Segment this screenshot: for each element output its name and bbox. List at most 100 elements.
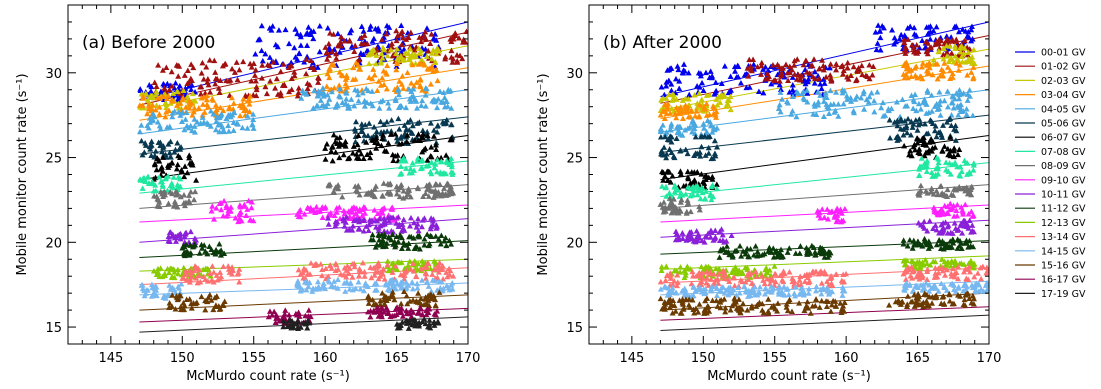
data-point xyxy=(384,310,391,316)
data-point xyxy=(938,256,945,262)
data-point xyxy=(839,292,846,298)
data-point xyxy=(349,227,356,233)
data-point xyxy=(706,91,713,98)
data-point xyxy=(744,65,751,71)
data-point xyxy=(911,98,918,105)
data-point xyxy=(414,105,421,111)
data-point xyxy=(410,219,417,226)
data-point xyxy=(145,102,152,108)
data-point xyxy=(978,275,985,282)
data-point xyxy=(334,30,341,37)
data-point xyxy=(346,37,353,43)
data-point xyxy=(707,227,714,234)
data-point xyxy=(328,61,335,67)
data-point xyxy=(687,114,694,120)
data-point xyxy=(731,282,738,289)
data-point xyxy=(328,148,335,154)
data-point xyxy=(137,176,144,182)
data-point xyxy=(217,77,224,83)
data-point xyxy=(389,312,396,319)
data-point xyxy=(156,203,163,210)
data-point xyxy=(844,59,851,66)
data-point xyxy=(877,47,884,53)
data-point xyxy=(269,23,276,29)
data-point xyxy=(926,282,933,288)
data-point xyxy=(916,258,923,265)
data-point xyxy=(193,299,200,305)
data-point xyxy=(657,125,664,132)
data-point xyxy=(319,272,326,279)
data-point xyxy=(438,158,445,165)
data-point xyxy=(325,273,332,279)
data-point xyxy=(383,69,390,76)
data-point xyxy=(217,121,224,128)
data-point xyxy=(175,270,182,277)
data-point xyxy=(947,75,954,81)
data-point xyxy=(770,245,777,251)
data-point xyxy=(434,223,441,230)
data-point xyxy=(352,76,359,82)
data-point xyxy=(828,274,835,280)
data-point xyxy=(136,128,143,135)
data-point xyxy=(305,24,312,30)
data-point xyxy=(916,163,923,170)
data-point xyxy=(410,297,417,303)
data-point xyxy=(886,117,893,123)
data-point xyxy=(169,303,176,309)
data-point xyxy=(357,285,364,292)
data-point xyxy=(361,273,368,279)
data-point xyxy=(326,65,333,72)
data-point xyxy=(668,199,675,205)
data-point xyxy=(161,188,168,195)
data-point xyxy=(965,28,972,35)
legend-label: 15-16 GV xyxy=(1041,261,1086,272)
data-point xyxy=(397,232,404,239)
data-point xyxy=(310,105,317,111)
data-point xyxy=(913,32,920,38)
data-point xyxy=(949,70,956,77)
data-point xyxy=(816,75,823,82)
data-point xyxy=(295,280,302,287)
data-point xyxy=(904,243,911,249)
data-point xyxy=(971,273,978,280)
data-point xyxy=(194,279,201,286)
data-point xyxy=(811,68,818,75)
data-point xyxy=(326,96,333,102)
data-point xyxy=(199,59,206,66)
data-point xyxy=(919,75,926,82)
data-point xyxy=(213,106,220,113)
data-point xyxy=(747,63,754,69)
data-point xyxy=(937,112,944,118)
data-point xyxy=(891,40,898,47)
data-point xyxy=(378,310,385,317)
data-point xyxy=(968,60,975,66)
data-point xyxy=(908,73,915,79)
data-point xyxy=(824,215,831,222)
data-point xyxy=(944,88,951,94)
data-point xyxy=(825,104,832,111)
data-point xyxy=(148,142,155,148)
data-point xyxy=(183,277,190,283)
data-point xyxy=(713,285,720,292)
data-point xyxy=(177,175,184,182)
data-point xyxy=(419,258,426,264)
data-point xyxy=(379,290,386,296)
data-point xyxy=(970,295,977,302)
data-point xyxy=(314,208,321,215)
data-point xyxy=(407,98,414,104)
legend-label: 06-07 GV xyxy=(1041,133,1086,144)
data-point xyxy=(419,127,426,134)
data-point xyxy=(248,64,255,70)
data-point xyxy=(351,263,358,270)
data-point xyxy=(663,263,670,269)
legend-label: 00-01 GV xyxy=(1041,48,1086,59)
data-point xyxy=(434,122,441,128)
data-point xyxy=(904,293,911,299)
data-point xyxy=(365,300,372,306)
data-point xyxy=(936,88,943,95)
data-point xyxy=(423,307,430,314)
data-point xyxy=(306,279,313,286)
data-point xyxy=(667,133,674,139)
data-point xyxy=(873,46,880,53)
data-point xyxy=(291,69,298,75)
